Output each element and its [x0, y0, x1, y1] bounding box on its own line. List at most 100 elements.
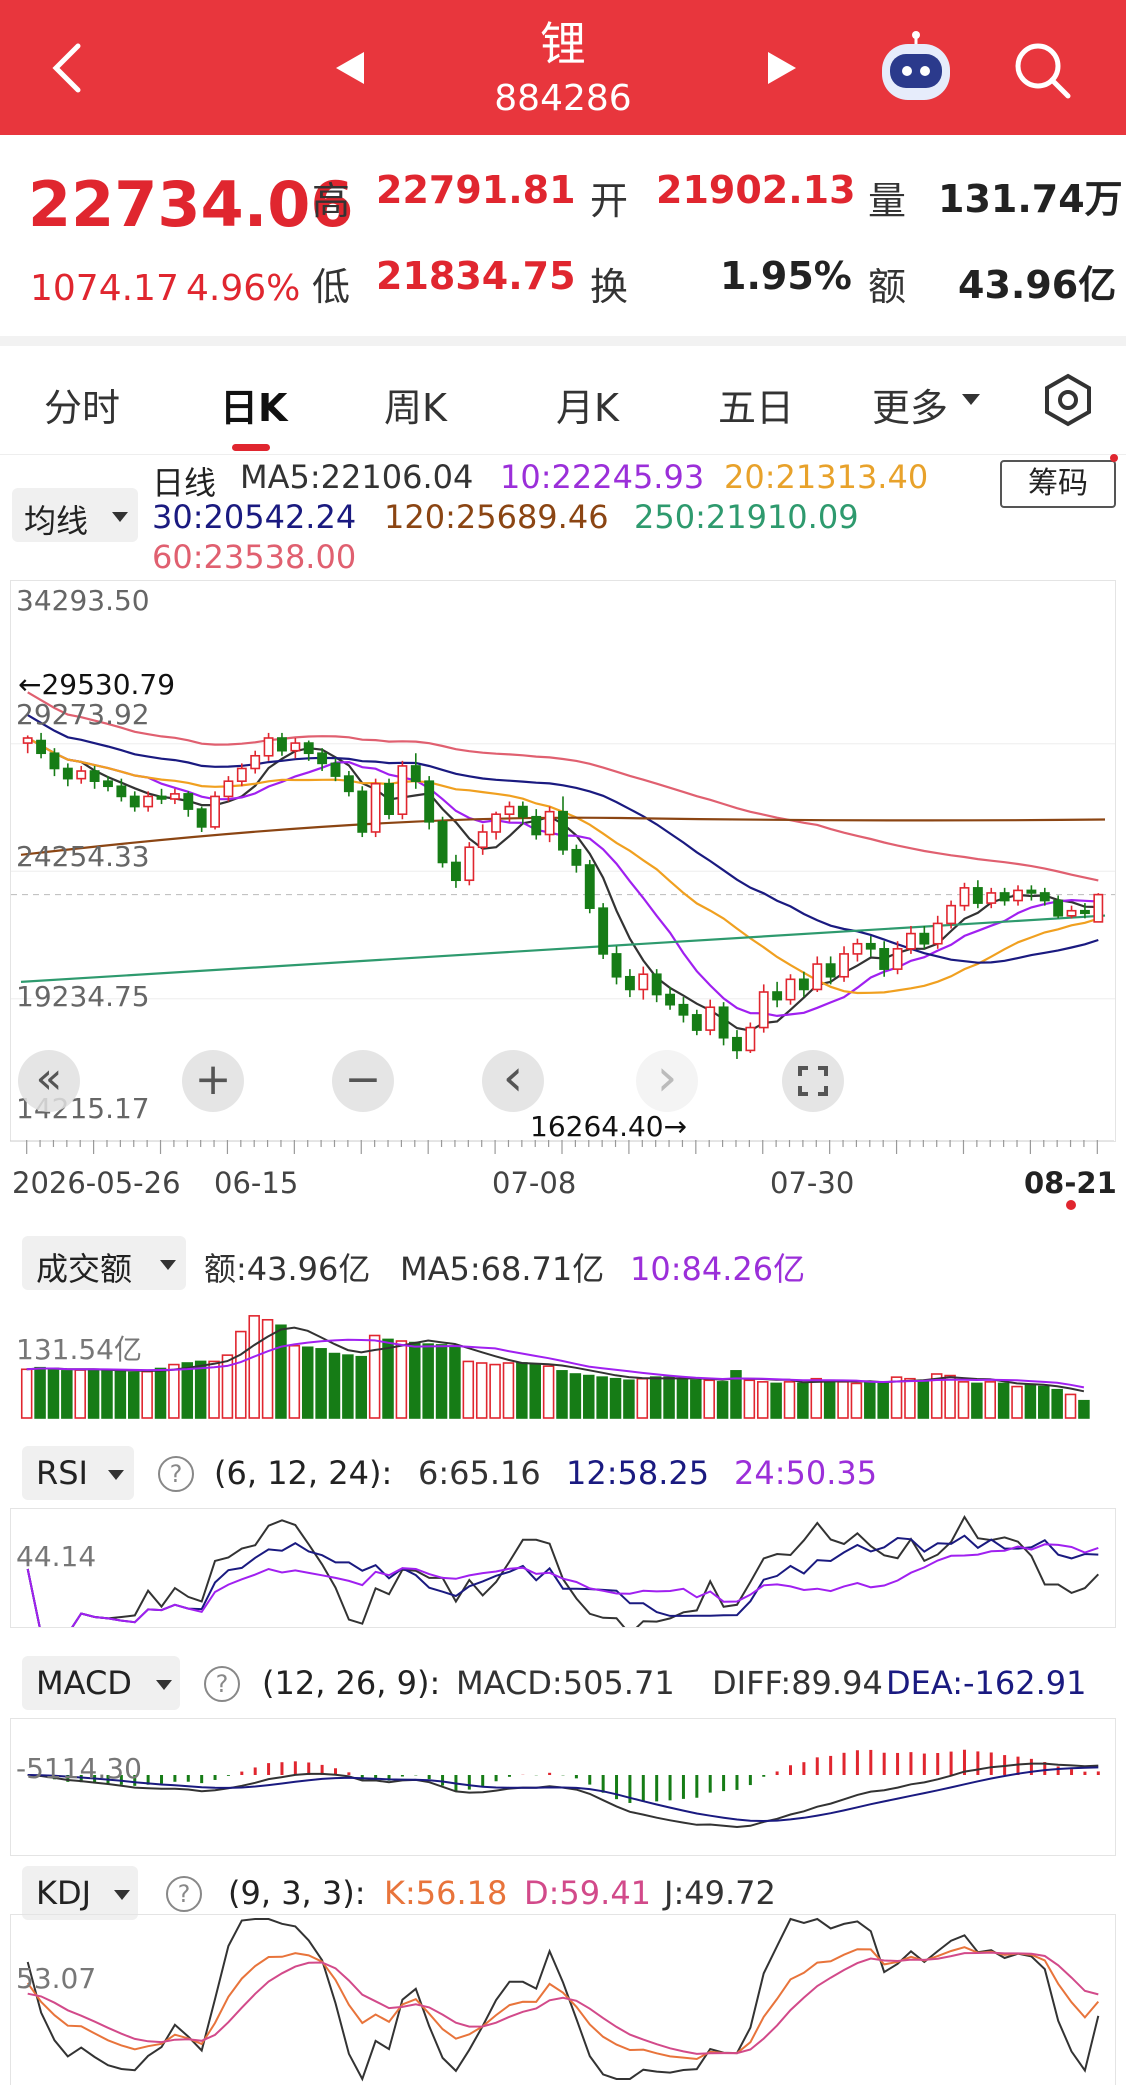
- macd-chart: [11, 1719, 1115, 1855]
- tab-intraday[interactable]: 分时: [44, 377, 120, 432]
- ma10-value: 10:22245.93: [500, 458, 704, 496]
- kline-chart[interactable]: [11, 581, 1115, 1141]
- kdj-selector[interactable]: KDJ: [22, 1866, 138, 1920]
- high-label: 高: [312, 170, 350, 225]
- amount-bar: [490, 1365, 500, 1418]
- top-bar: 锂 884286: [0, 0, 1126, 135]
- amount-bar: [557, 1371, 567, 1418]
- tab-more[interactable]: 更多: [872, 377, 948, 432]
- candle-body: [920, 934, 928, 944]
- candle-body: [1041, 893, 1049, 901]
- chevron-left-icon: ‹: [503, 1048, 524, 1108]
- tab-daily-k[interactable]: 日K: [220, 377, 287, 432]
- candle-body: [291, 743, 299, 751]
- candle-body: [452, 862, 460, 880]
- candle-body: [157, 796, 165, 799]
- amount-bar: [530, 1365, 540, 1418]
- amount-bar: [865, 1382, 875, 1418]
- chip-distribution-button[interactable]: 筹码: [1000, 460, 1116, 508]
- candle-body: [24, 738, 32, 743]
- amount-panel: [10, 1300, 1114, 1420]
- candle-body: [224, 781, 232, 796]
- amount-bar: [1025, 1385, 1035, 1418]
- rsi-24: 24:50.35: [734, 1454, 877, 1492]
- macd-help-icon[interactable]: ?: [204, 1666, 240, 1702]
- minus-icon: −: [345, 1054, 382, 1105]
- rsi-selector[interactable]: RSI: [22, 1446, 134, 1500]
- help-icon-glyph: ?: [216, 1670, 229, 1698]
- candle-body: [198, 809, 206, 827]
- rsi-chart: [11, 1509, 1115, 1627]
- hexagon-gear-icon: [1040, 372, 1096, 428]
- ma250-value: 250:21910.09: [634, 498, 859, 536]
- amount-bar: [771, 1383, 781, 1418]
- fast-back-button[interactable]: «: [18, 1050, 80, 1112]
- rsi-help-icon[interactable]: ?: [158, 1456, 194, 1492]
- ma30-value: 30:20542.24: [152, 498, 356, 536]
- macd-selector[interactable]: MACD: [22, 1656, 180, 1710]
- search-button[interactable]: [1010, 38, 1074, 102]
- x-tick-1: 2026-05-26: [12, 1166, 181, 1200]
- ma-selector-label: 均线: [24, 496, 88, 542]
- x-tick-4: 07-30: [770, 1166, 854, 1200]
- ai-assistant-button[interactable]: [876, 30, 956, 106]
- tab-five-day[interactable]: 五日: [718, 377, 794, 432]
- candle-body: [211, 796, 219, 826]
- amount-bar: [370, 1336, 380, 1419]
- candle-body: [90, 771, 98, 781]
- candle-body: [813, 964, 821, 989]
- amount-bar: [423, 1344, 433, 1418]
- candle-body: [653, 974, 661, 994]
- candle-body: [318, 753, 326, 763]
- active-tab-indicator: [232, 444, 270, 451]
- kdj-j-line: [28, 1919, 1099, 2079]
- amount-bar: [1052, 1390, 1062, 1418]
- candle-body: [345, 776, 353, 791]
- amount-bar: [450, 1347, 460, 1418]
- amount-selector[interactable]: 成交额: [22, 1236, 186, 1290]
- kdj-help-icon[interactable]: ?: [166, 1876, 202, 1912]
- zoom-out-button[interactable]: −: [332, 1050, 394, 1112]
- caret-down-icon: [160, 1260, 176, 1270]
- turnover-value: 1.95%: [720, 254, 852, 298]
- fullscreen-icon: [782, 1050, 844, 1112]
- ma10-line: [28, 738, 1099, 1016]
- zoom-in-button[interactable]: +: [182, 1050, 244, 1112]
- kdj-panel: [10, 1914, 1116, 2085]
- candle-body: [639, 974, 647, 989]
- candle-body: [412, 766, 420, 781]
- amount-bar: [544, 1366, 554, 1418]
- tab-monthly-k[interactable]: 月K: [556, 377, 619, 432]
- candle-body: [184, 794, 192, 809]
- ma20-value: 20:21313.40: [724, 458, 928, 496]
- ma60-value: 60:23538.00: [152, 538, 356, 576]
- amount-bar: [383, 1339, 393, 1418]
- amount-bar: [892, 1377, 902, 1418]
- kdj-d: D:59.41: [524, 1874, 651, 1912]
- candle-body: [37, 741, 45, 754]
- next-stock-button[interactable]: [762, 48, 802, 88]
- amount-current: 额:43.96亿: [204, 1244, 370, 1290]
- ma20-line: [28, 738, 1099, 993]
- candle-body: [746, 1028, 754, 1051]
- settings-button[interactable]: [1040, 372, 1096, 428]
- tab-weekly-k[interactable]: 周K: [384, 377, 447, 432]
- kdj-k-line: [28, 1947, 1099, 2059]
- candle-body: [1067, 911, 1075, 916]
- amount-bar: [1039, 1387, 1049, 1418]
- fullscreen-button[interactable]: [782, 1050, 844, 1112]
- scroll-right-button[interactable]: ›: [636, 1050, 698, 1112]
- amount-bar: [129, 1372, 139, 1418]
- candle-body: [264, 738, 272, 756]
- amount-bar: [758, 1382, 768, 1418]
- scroll-left-button[interactable]: ‹: [482, 1050, 544, 1112]
- kdj-k: K:56.18: [384, 1874, 507, 1912]
- candle-body: [131, 796, 139, 806]
- macd-params: (12, 26, 9):: [262, 1664, 440, 1702]
- candle-body: [238, 768, 246, 781]
- candle-body: [679, 1005, 687, 1015]
- ma-selector[interactable]: 均线: [12, 488, 138, 542]
- amount-bar: [517, 1363, 527, 1418]
- y-tick-4: 19234.75: [16, 980, 150, 1013]
- kline-panel[interactable]: [10, 580, 1116, 1142]
